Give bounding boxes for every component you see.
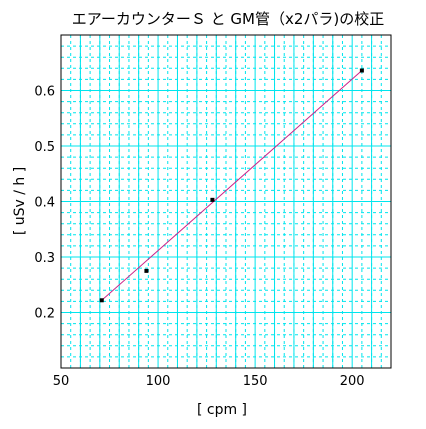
data-point — [359, 68, 364, 73]
y-tick-label: 0.2 — [34, 307, 55, 322]
y-tick-label: 0.6 — [34, 85, 55, 100]
y-axis-label: [ uSv / h ] — [12, 167, 28, 235]
major-grid — [61, 35, 391, 368]
x-axis-ticks: 50 100 150 200 — [53, 374, 365, 389]
chart-title: エアーカウンターＳ と GM管（x2パラ)の校正 — [72, 10, 384, 28]
x-tick-label: 200 — [340, 374, 365, 389]
x-tick-label: 50 — [53, 374, 70, 389]
y-tick-label: 0.5 — [34, 140, 55, 155]
fit-line — [101, 70, 363, 301]
data-point — [99, 298, 104, 303]
x-tick-label: 150 — [243, 374, 268, 389]
x-axis-label: [ cpm ] — [197, 402, 247, 418]
y-axis-ticks: 0.2 0.3 0.4 0.5 0.6 — [34, 85, 55, 322]
y-tick-label: 0.3 — [34, 251, 55, 266]
data-point — [210, 197, 215, 202]
data-points — [99, 68, 364, 303]
y-tick-label: 0.4 — [34, 196, 55, 211]
fit-line-layer — [101, 70, 363, 301]
plot-frame — [60, 34, 392, 369]
x-tick-label: 100 — [146, 374, 171, 389]
data-point — [144, 268, 149, 273]
